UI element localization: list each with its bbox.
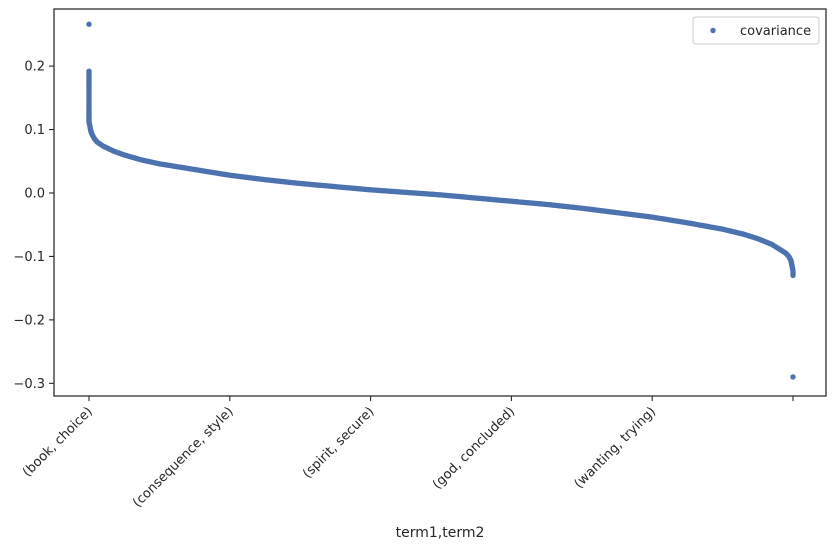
y-tick-label: 0.0 xyxy=(24,186,45,201)
y-tick-label: 0.1 xyxy=(24,123,45,138)
y-tick-label: −0.1 xyxy=(13,250,45,265)
legend-marker-covariance xyxy=(710,27,716,34)
data-point xyxy=(790,272,796,279)
scatter-points xyxy=(86,21,796,380)
x-tick-label: (spirit, secure) xyxy=(300,404,377,481)
data-point xyxy=(86,21,92,27)
y-axis-ticks: −0.3 −0.2 −0.1 0.0 0.1 0.2 xyxy=(13,60,54,392)
plot-frame xyxy=(53,8,827,397)
data-point xyxy=(790,374,796,380)
x-tick-label: (book, choice) xyxy=(20,404,96,480)
y-tick-label: 0.2 xyxy=(24,60,45,75)
x-axis-label: term1,term2 xyxy=(396,525,485,541)
x-axis-ticks: (book, choice) (consequence, style) (spiri… xyxy=(20,396,794,511)
y-tick-label: −0.2 xyxy=(13,313,45,328)
legend-box xyxy=(692,16,820,45)
x-tick-label: (god, concluded) xyxy=(430,404,518,492)
legend-label-covariance: covariance xyxy=(740,24,811,39)
y-tick-label: −0.3 xyxy=(13,377,45,392)
x-tick-label: (wanting, trying) xyxy=(572,404,659,491)
legend: covariance xyxy=(692,16,820,45)
x-tick-label: (consequence, style) xyxy=(130,404,236,510)
